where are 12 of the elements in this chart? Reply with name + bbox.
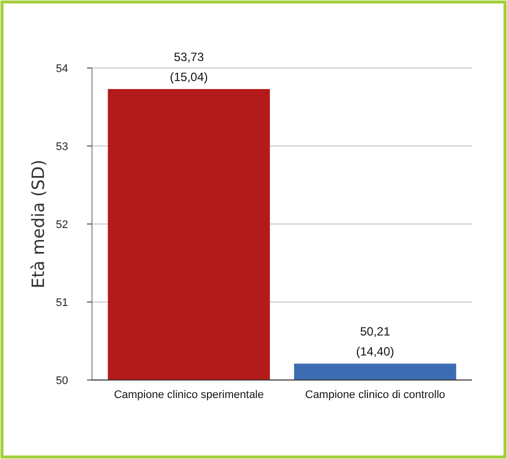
x-tick-label: Campione clinico di controllo — [305, 389, 446, 401]
annotation: (14,40) — [356, 344, 394, 359]
y-axis-title: Età media (SD) — [29, 160, 49, 288]
y-tick-label: 53 — [56, 140, 68, 153]
data-label: 53,73 — [174, 50, 204, 64]
y-tick-label: 54 — [56, 62, 68, 75]
data-label: 50,21 — [360, 324, 390, 339]
annotation: (15,04) — [170, 70, 208, 84]
y-tick-label: 51 — [56, 296, 68, 309]
x-tick-label: Campione clinico sperimentale — [114, 389, 264, 401]
y-tick-label: 52 — [56, 218, 68, 231]
y-tick-label: 50 — [56, 374, 68, 387]
